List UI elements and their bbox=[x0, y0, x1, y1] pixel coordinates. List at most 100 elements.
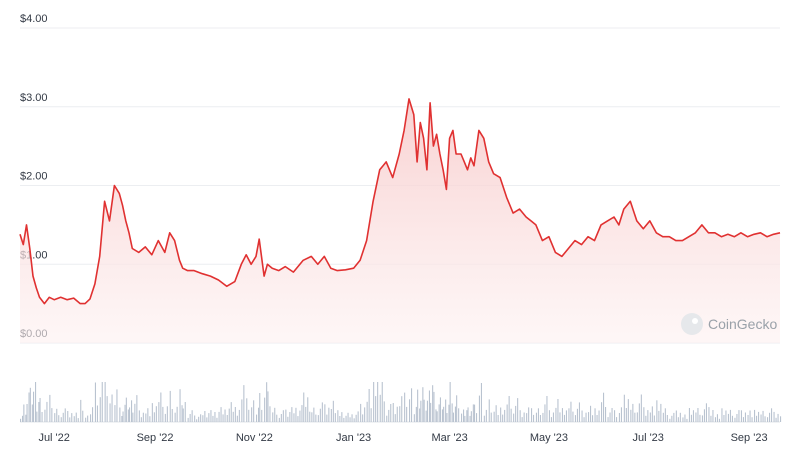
volume-bar bbox=[25, 414, 27, 422]
volume-bar bbox=[202, 415, 204, 422]
volume-bar bbox=[106, 396, 108, 422]
volume-bar bbox=[151, 403, 153, 422]
volume-bar bbox=[355, 414, 357, 422]
volume-bar bbox=[773, 411, 775, 422]
volume-bar bbox=[127, 409, 129, 422]
volume-bar bbox=[232, 411, 234, 422]
price-area-fill bbox=[20, 98, 780, 344]
volume-bar bbox=[214, 412, 216, 422]
volume-bar bbox=[552, 412, 554, 422]
volume-bar bbox=[660, 403, 662, 422]
volume-bar bbox=[313, 407, 315, 422]
volume-bar bbox=[762, 410, 764, 422]
volume-bar bbox=[60, 417, 62, 422]
coingecko-watermark: CoinGecko bbox=[681, 313, 777, 335]
volume-bar bbox=[673, 412, 675, 422]
volume-bar bbox=[758, 411, 760, 422]
volume-bar bbox=[504, 409, 506, 422]
volume-bar bbox=[230, 402, 232, 422]
volume-bar bbox=[725, 410, 727, 422]
volume-bar bbox=[206, 417, 208, 422]
volume-bar bbox=[171, 409, 173, 422]
volume-bar bbox=[334, 413, 336, 422]
volume-bar bbox=[362, 414, 364, 422]
volume-bar bbox=[632, 403, 634, 422]
volume-bar bbox=[142, 412, 144, 422]
x-axis-tick-labels: Jul '22 Sep '22 Nov '22 Jan '23 Mar '23 May '… bbox=[38, 432, 767, 444]
volume-bar bbox=[136, 395, 138, 422]
volume-bar bbox=[379, 394, 381, 422]
volume-bar bbox=[744, 412, 746, 422]
volume-bar bbox=[246, 398, 248, 422]
volume-bar bbox=[71, 413, 73, 422]
volume-bar bbox=[155, 406, 157, 422]
volume-bar bbox=[590, 405, 592, 422]
volume-bar bbox=[341, 412, 343, 422]
volume-bar bbox=[588, 412, 590, 422]
volume-bar bbox=[104, 382, 106, 422]
volume-bar bbox=[771, 408, 773, 422]
volume-bar bbox=[705, 403, 707, 422]
volume-bar bbox=[87, 415, 89, 422]
volume-bar bbox=[769, 412, 771, 422]
volume-bar bbox=[716, 414, 718, 422]
coingecko-logo-icon bbox=[681, 313, 703, 335]
volume-bar bbox=[495, 405, 497, 422]
volume-bar bbox=[23, 404, 25, 422]
volume-bar bbox=[550, 417, 552, 422]
volume-bar bbox=[324, 404, 326, 422]
volume-bar bbox=[470, 411, 472, 422]
volume-bar bbox=[109, 403, 111, 422]
volume-bar bbox=[272, 412, 274, 422]
volume-bar bbox=[618, 413, 620, 422]
volume-bar bbox=[714, 417, 716, 422]
volume-bar bbox=[236, 415, 238, 422]
volume-bar bbox=[419, 408, 421, 422]
x-tick-label: Jan '23 bbox=[336, 432, 371, 444]
volume-bar bbox=[345, 415, 347, 422]
volume-bar bbox=[686, 418, 688, 422]
volume-bar bbox=[561, 408, 563, 422]
volume-bar bbox=[69, 417, 71, 422]
volume-bar bbox=[583, 417, 585, 422]
volume-bar bbox=[723, 415, 725, 422]
volume-bar bbox=[438, 404, 440, 422]
volume-bar bbox=[347, 412, 349, 422]
volume-bar bbox=[523, 412, 525, 422]
volume-bar bbox=[164, 413, 166, 422]
volume-bar bbox=[406, 406, 408, 422]
volume-bar bbox=[563, 414, 565, 422]
volume-bar bbox=[301, 405, 303, 422]
volume-bar bbox=[35, 382, 37, 422]
volume-bar bbox=[28, 392, 30, 422]
volume-bar bbox=[353, 418, 355, 422]
volume-bar bbox=[92, 407, 94, 422]
volume-bar bbox=[267, 391, 269, 422]
volume-bar bbox=[404, 392, 406, 422]
volume-bar bbox=[574, 415, 576, 422]
volume-bar bbox=[742, 417, 744, 422]
volume-bar bbox=[303, 392, 305, 422]
volume-bar bbox=[649, 412, 651, 422]
volume-bar bbox=[317, 415, 319, 422]
volume-bar bbox=[712, 410, 714, 422]
volume-bar bbox=[675, 410, 677, 422]
volume-bar bbox=[517, 398, 519, 422]
volume-bar bbox=[510, 408, 512, 422]
volume-bar bbox=[39, 398, 41, 422]
volume-bar bbox=[515, 405, 517, 422]
volume-bar bbox=[478, 395, 480, 422]
volume-bar bbox=[153, 412, 155, 422]
volume-bar bbox=[535, 412, 537, 422]
volume-bar bbox=[285, 409, 287, 422]
volume-bar bbox=[651, 406, 653, 422]
volume-bar bbox=[483, 415, 485, 422]
volume-bar bbox=[432, 385, 434, 422]
volume-bar bbox=[636, 412, 638, 422]
volume-bar bbox=[58, 415, 60, 422]
volume-bar bbox=[337, 410, 339, 422]
volume-bar bbox=[326, 414, 328, 422]
volume-bar bbox=[90, 414, 92, 422]
volume-bar bbox=[278, 417, 280, 422]
volume-bar bbox=[166, 406, 168, 422]
